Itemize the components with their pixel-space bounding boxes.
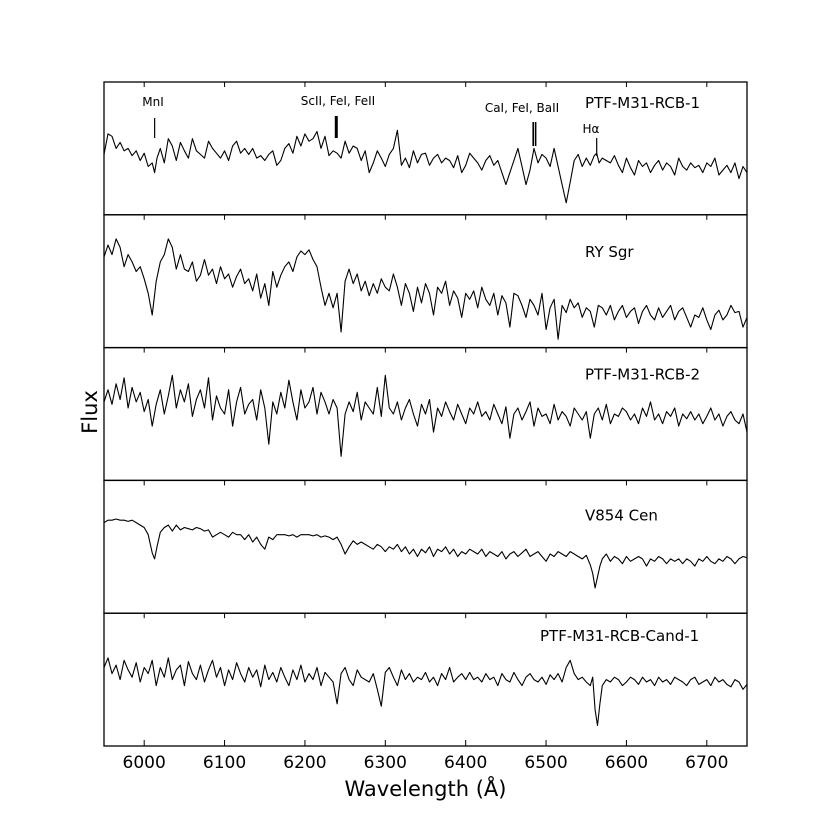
spectrum-line-4 bbox=[103, 518, 748, 589]
x-tick-label: 6100 bbox=[203, 753, 246, 773]
x-axis-label: Wavelength (Å) bbox=[344, 775, 506, 801]
x-tick-label: 6700 bbox=[685, 753, 728, 773]
line-annotation-label: ScII, FeI, FeII bbox=[301, 94, 375, 108]
spectrum-label-1: PTF-M31-RCB-1 bbox=[585, 94, 700, 112]
spectrum-line-5 bbox=[103, 657, 748, 727]
spectrum-label-3: PTF-M31-RCB-2 bbox=[585, 366, 700, 384]
spectrum-line-1 bbox=[103, 129, 748, 204]
y-axis-label: Flux bbox=[78, 390, 102, 434]
x-tick-label: 6400 bbox=[444, 753, 487, 773]
line-annotation-label: Hα bbox=[583, 122, 600, 136]
x-tick-label: 6500 bbox=[524, 753, 567, 773]
x-tick-label: 6300 bbox=[364, 753, 407, 773]
spectrum-label-2: RY Sgr bbox=[585, 243, 634, 261]
x-tick-label: 6600 bbox=[605, 753, 648, 773]
spectrum-label-5: PTF-M31-RCB-Cand-1 bbox=[540, 627, 699, 645]
x-tick-label: 6200 bbox=[283, 753, 326, 773]
spectrum-label-4: V854 Cen bbox=[585, 506, 658, 524]
panel-frame-2 bbox=[103, 214, 748, 349]
panel-frame-5 bbox=[103, 612, 748, 747]
spectrum-line-2 bbox=[103, 238, 748, 340]
line-annotation-label: MnI bbox=[142, 95, 164, 109]
x-tick-label: 6000 bbox=[123, 753, 166, 773]
panel-frame-4 bbox=[103, 479, 748, 614]
spectrum-line-3 bbox=[103, 374, 748, 457]
line-annotation-label: CaI, FeI, BaII bbox=[485, 101, 559, 115]
